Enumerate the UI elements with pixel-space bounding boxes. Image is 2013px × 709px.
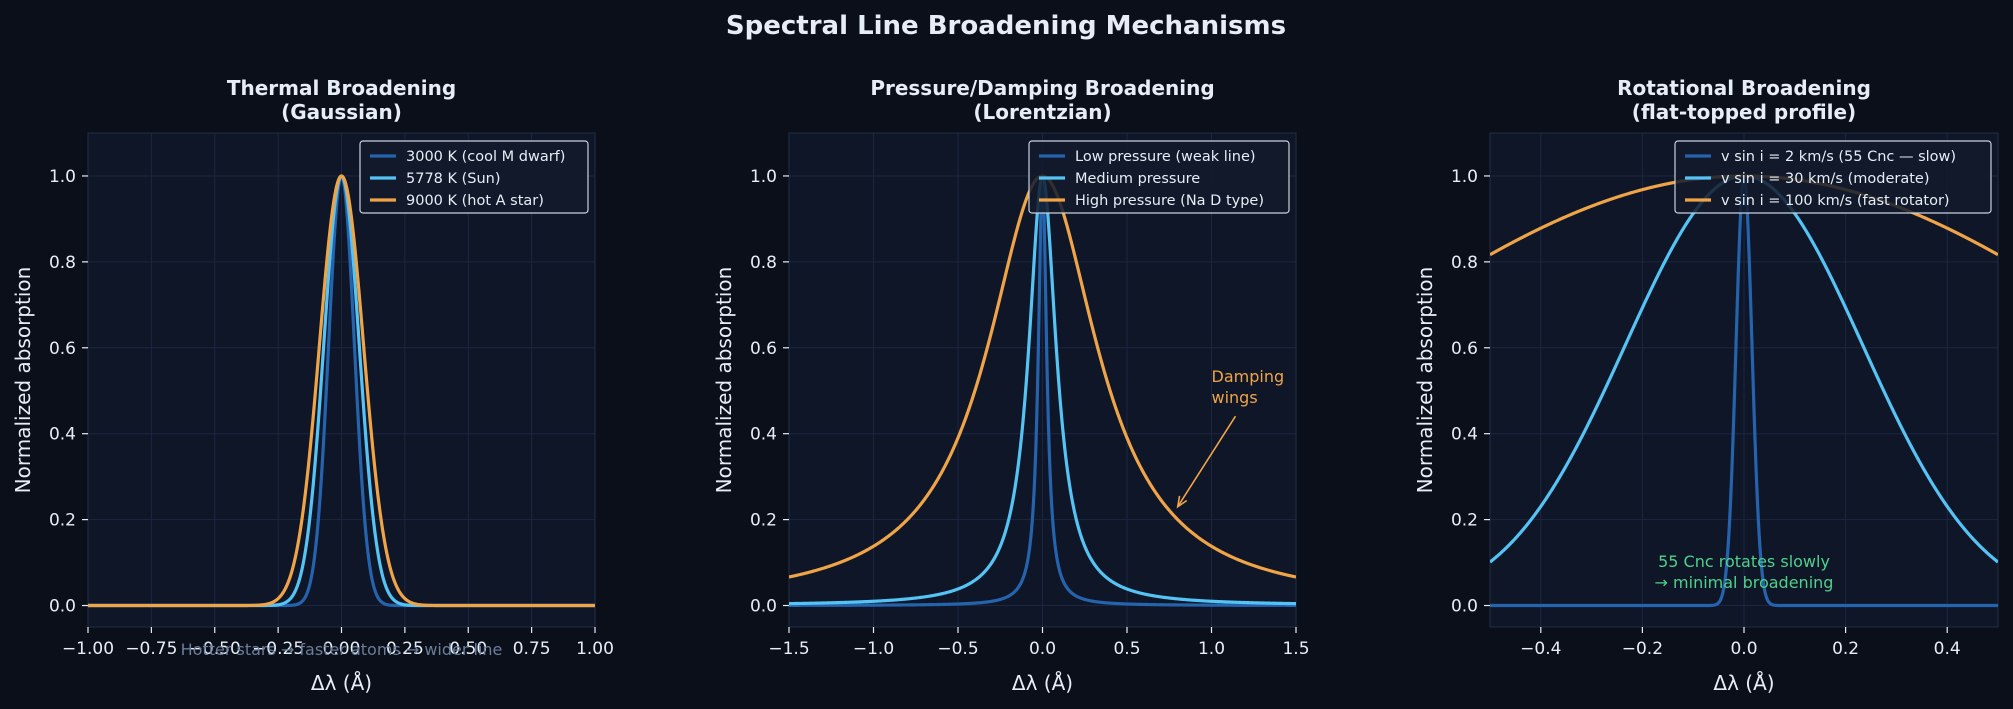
legend-label-2: v sin i = 30 km/s (moderate) [1721,171,1930,187]
legend-label-3: High pressure (Na D type) [1075,193,1264,209]
x-tick-label: 1.5 [1282,639,1309,659]
y-tick-label: 0.8 [750,253,777,273]
panel-title: (flat-topped profile) [1632,100,1856,124]
panel-3: −0.4 −0.2 0.0 0.2 0.4 0.0 0.2 0.4 0.6 0.8 1.0 Rotat… [1413,76,1999,695]
figure-title: Spectral Line Broadening Mechanisms [726,11,1286,41]
y-tick-label: 0.4 [49,425,76,445]
legend-label-2: 5778 K (Sun) [406,171,501,187]
y-tick-label: 0.2 [49,511,76,531]
x-tick-label: −1.5 [768,639,809,659]
x-tick-label: 0.4 [1934,639,1961,659]
panel-1: −1.00 −0.75 −0.50 −0.25 0.00 0.25 0.50 0.75 1.00… [11,76,614,695]
x-tick-label: 0.0 [1730,639,1757,659]
panel-2: −1.5 −1.0 −0.5 0.0 0.5 1.0 1.5 0.0 0.2 0.4 0.6 0.8 1… [712,76,1310,695]
panel-title: Thermal Broadening [227,76,456,100]
legend-label-1: v sin i = 2 km/s (55 Cnc — slow) [1721,149,1956,165]
y-tick-label: 0.8 [1451,253,1478,273]
annotation-text: Damping [1212,367,1285,386]
legend-box [1028,140,1290,214]
y-tick-label: 0.0 [750,597,777,617]
x-tick-label: 0.2 [1832,639,1859,659]
x-tick-label: −0.5 [937,639,978,659]
annotation-text: → minimal broadening [1655,573,1834,592]
y-axis-label: Normalized absorption [712,267,736,494]
y-tick-label: 0.6 [750,339,777,359]
legend: v sin i = 2 km/s (55 Cnc — slow) v sin i … [1674,140,1992,214]
legend-label-1: 3000 K (cool M dwarf) [406,149,565,165]
y-tick-label: 0.0 [49,597,76,617]
x-tick-label: −0.2 [1622,639,1663,659]
x-tick-label: 0.0 [1029,639,1056,659]
x-axis-label: Δλ (Å) [1713,671,1774,695]
annotation-arrowhead [1176,495,1188,509]
y-tick-label: 0.6 [49,339,76,359]
x-tick-label: −1.0 [853,639,894,659]
x-axis-label: Δλ (Å) [311,671,372,695]
x-tick-label: −0.75 [125,639,177,659]
annotation-text: 55 Cnc rotates slowly [1658,552,1830,571]
y-axis-label: Normalized absorption [11,267,35,494]
x-tick-label: −1.00 [62,639,114,659]
x-tick-label: 0.50 [449,639,487,659]
x-tick-label: 0.5 [1113,639,1140,659]
x-tick-label: 0.00 [323,639,361,659]
legend: 3000 K (cool M dwarf) 5778 K (Sun) 9000 K … [359,140,589,214]
panel-title: Pressure/Damping Broadening [870,76,1214,100]
panel-title: (Lorentzian) [973,100,1111,124]
y-axis-label: Normalized absorption [1413,267,1437,494]
y-tick-label: 1.0 [1451,167,1478,187]
y-tick-label: 0.2 [1451,511,1478,531]
legend: Low pressure (weak line) Medium pressure H… [1028,140,1290,214]
annotation-text: Hotter stars → faster atoms → wider line [181,640,503,659]
y-tick-label: 0.4 [750,425,777,445]
panel-title: (Gaussian) [281,100,402,124]
y-tick-label: 0.4 [1451,425,1478,445]
y-tick-label: 1.0 [750,167,777,187]
x-tick-label: 1.0 [1198,639,1225,659]
y-tick-label: 0.2 [750,511,777,531]
y-tick-label: 0.6 [1451,339,1478,359]
legend-label-2: Medium pressure [1075,171,1200,187]
annotation-arrow [1177,415,1237,508]
series-group [88,174,595,608]
x-tick-label: 1.00 [576,639,614,659]
y-tick-label: 1.0 [49,167,76,187]
x-tick-label: 0.75 [513,639,551,659]
series-line-3 [88,174,595,608]
y-tick-label: 0.8 [49,253,76,273]
y-tick-label: 0.0 [1451,597,1478,617]
x-tick-label: −0.25 [252,639,304,659]
legend-label-3: v sin i = 100 km/s (fast rotator) [1721,193,1950,209]
x-tick-label: 0.25 [386,639,424,659]
x-axis-label: Δλ (Å) [1012,671,1073,695]
legend-label-1: Low pressure (weak line) [1075,149,1256,165]
legend-box [359,140,589,214]
legend-label-3: 9000 K (hot A star) [406,193,544,209]
x-tick-label: −0.4 [1520,639,1561,659]
x-tick-label: −0.50 [189,639,241,659]
annotation-text: wings [1212,388,1258,407]
panel-title: Rotational Broadening [1617,76,1871,100]
legend-box [1674,140,1992,214]
